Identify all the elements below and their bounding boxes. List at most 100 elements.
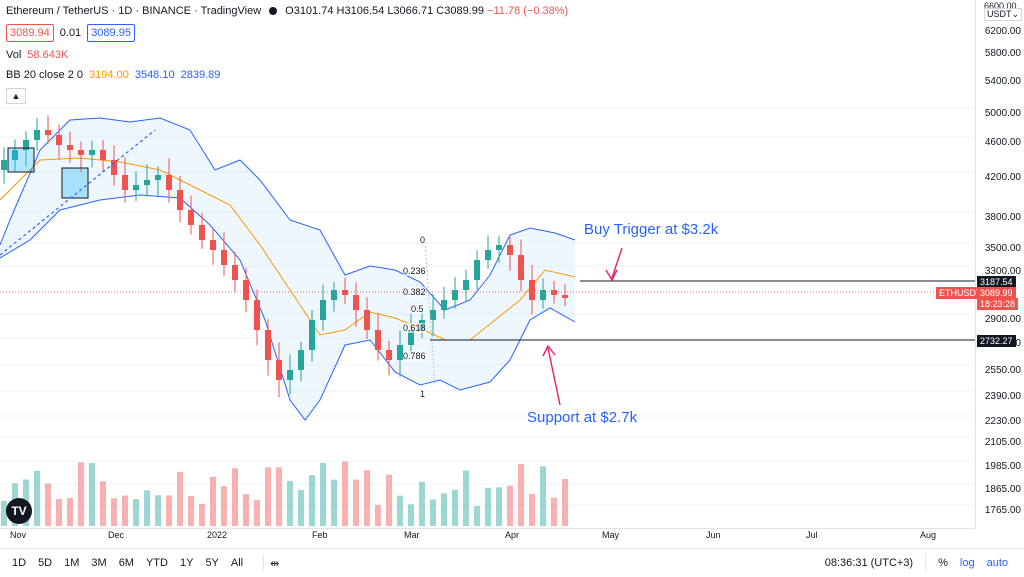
ohlc-values: O3101.74 H3106.54 L3066.71 C3089.99 −11.… — [285, 4, 568, 18]
price-axis-label: 4600.00 — [984, 137, 1021, 148]
candle-body — [23, 140, 29, 150]
price-axis-label: 4200.00 — [984, 172, 1021, 183]
calendar-range-icon[interactable]: ⇹ — [270, 557, 280, 570]
bb-upper-value: 3548.10 — [134, 69, 175, 81]
candle-body — [287, 370, 293, 380]
bb-lower-value: 2839.89 — [180, 69, 221, 81]
currency-label: USDT — [987, 9, 1012, 19]
candle-body — [353, 295, 359, 310]
symbol-title[interactable]: Ethereum / TetherUS · 1D · BINANCE · Tra… — [6, 5, 262, 17]
candle-body — [452, 290, 458, 300]
log-scale-toggle[interactable]: log — [959, 557, 975, 569]
spread-value: 0.01 — [59, 27, 82, 39]
volume-bar — [243, 494, 249, 526]
volume-bar — [232, 468, 238, 526]
volume-bar — [45, 483, 51, 526]
fib-level-0: 0 — [420, 235, 426, 245]
fib-level-0786: 0.786 — [403, 351, 426, 361]
highlight-box — [7, 147, 35, 173]
volume-bar — [485, 487, 491, 526]
candle-body — [551, 290, 557, 295]
buy-arrow — [611, 247, 623, 279]
time-label-apr: Apr — [505, 530, 520, 540]
candle-body — [67, 145, 73, 150]
price-chart[interactable] — [0, 0, 975, 528]
volume-bar — [551, 497, 557, 526]
range-1y-button[interactable]: 1Y — [179, 557, 194, 569]
bb-basis-value: 3194.00 — [89, 69, 129, 81]
bottom-toolbar: 1D 5D 1M 3M 6M YTD 1Y 5Y All ⇹ 08:36:31 … — [0, 548, 1024, 577]
candle-body — [166, 175, 172, 190]
price-axis-label: 1865.00 — [984, 484, 1021, 495]
time-label-may: May — [602, 530, 620, 540]
chart-area[interactable]: Ethereum / TetherUS · 1D · BINANCE · Tra… — [0, 0, 975, 528]
range-5y-button[interactable]: 5Y — [205, 557, 219, 569]
support-annotation[interactable]: Support at $2.7k — [527, 409, 638, 426]
fib-level-1: 1 — [420, 389, 426, 399]
volume-bar — [1, 500, 7, 526]
volume-bar — [320, 462, 326, 526]
bb-indicator-label[interactable]: BB 20 close 2 0 — [6, 69, 84, 81]
currency-select[interactable]: USDT⌄ — [984, 8, 1023, 21]
range-ytd-button[interactable]: YTD — [145, 557, 168, 569]
range-5d-button[interactable]: 5D — [38, 557, 53, 569]
candle-body — [254, 300, 260, 330]
range-1m-button[interactable]: 1M — [64, 557, 80, 569]
candle-body — [397, 345, 403, 360]
range-3m-button[interactable]: 3M — [91, 557, 107, 569]
volume-bar — [177, 471, 183, 526]
last-price-tag: 3089.99 — [977, 287, 1016, 299]
candle-body — [12, 150, 18, 160]
price-axis-label: 2105.00 — [984, 437, 1021, 448]
price-axis-label: 1765.00 — [984, 505, 1021, 516]
buy-price[interactable]: 3089.95 — [87, 24, 135, 42]
collapse-legend-button[interactable]: ▲ — [6, 88, 26, 104]
fib-level-0618: 0.618 — [403, 323, 426, 333]
volume-bar — [155, 495, 161, 526]
candle-body — [199, 225, 205, 240]
tradingview-logo[interactable]: TV — [6, 498, 32, 524]
fib-level-05: 0.5 — [411, 304, 424, 314]
percent-scale-toggle[interactable]: % — [938, 557, 948, 569]
candle-body — [331, 290, 337, 300]
volume-bar — [133, 499, 139, 526]
candle-body — [342, 290, 348, 295]
candle-body — [232, 265, 238, 280]
range-6m-button[interactable]: 6M — [118, 557, 134, 569]
volume-bar — [144, 490, 150, 526]
auto-scale-toggle[interactable]: auto — [986, 557, 1008, 569]
volume-bar — [496, 487, 502, 526]
price-axis-label: 5800.00 — [984, 48, 1021, 59]
candle-body — [1, 160, 7, 170]
candle-body — [408, 330, 414, 345]
candle-body — [144, 180, 150, 185]
change-value: −11.78 (−0.38%) — [487, 5, 569, 17]
volume-bar — [474, 505, 480, 526]
clock-time[interactable]: 08:36:31 (UTC+3) — [824, 557, 914, 569]
bollinger-basis-line — [0, 157, 576, 341]
volume-bar — [452, 489, 458, 526]
support-level-tag: 2732.27 — [977, 335, 1016, 347]
price-axis-label: 1985.00 — [984, 461, 1021, 472]
candle-body — [265, 330, 271, 360]
price-axis-label: 3800.00 — [984, 212, 1021, 223]
ticker-tag: ETHUSDT — [936, 287, 985, 299]
sell-price[interactable]: 3089.94 — [6, 24, 54, 42]
candle-body — [496, 245, 502, 250]
price-axis-label: 5000.00 — [984, 108, 1021, 119]
price-axis-label: 6200.00 — [984, 26, 1021, 37]
volume-bar — [276, 467, 282, 526]
volume-bar — [397, 495, 403, 526]
range-1d-button[interactable]: 1D — [12, 557, 27, 569]
support-arrow — [547, 347, 561, 406]
volume-bar — [518, 464, 524, 526]
candle-body — [221, 250, 227, 265]
range-all-button[interactable]: All — [230, 557, 244, 569]
candle-body — [507, 245, 513, 255]
volume-bar — [342, 461, 348, 526]
time-axis[interactable]: Nov Dec 2022 Feb Mar Apr May Jun Jul Aug — [0, 528, 975, 543]
candle-body — [177, 190, 183, 210]
price-axis[interactable]: 6600.00 USDT⌄ 6200.00 5800.00 5400.00 5000.… — [936, 0, 1024, 528]
countdown-tag: 18:23:28 — [977, 298, 1019, 310]
buy-trigger-annotation[interactable]: Buy Trigger at $3.2k — [584, 221, 719, 238]
